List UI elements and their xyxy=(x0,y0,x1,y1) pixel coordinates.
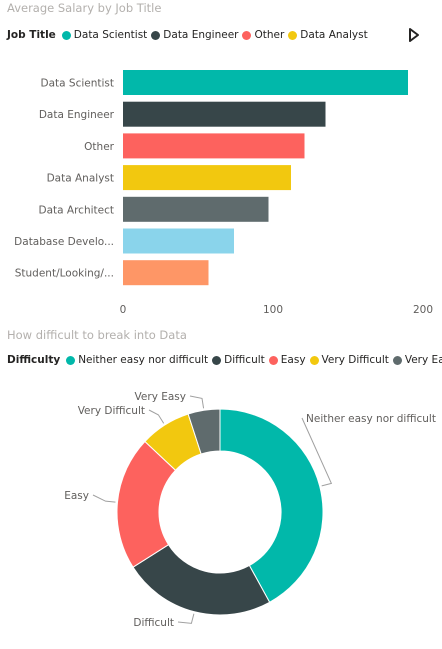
x-tick-label: 200 xyxy=(413,304,433,316)
leader-line xyxy=(189,395,205,409)
bar[interactable] xyxy=(123,196,269,222)
bar[interactable] xyxy=(123,260,209,286)
bar-legend-title: Job Title xyxy=(7,29,56,41)
legend-label: Neither easy nor difficult xyxy=(78,354,209,366)
legend-dot-icon xyxy=(212,355,222,365)
legend-label: Data Engineer xyxy=(163,29,239,41)
donut-legend-item[interactable]: Easy xyxy=(268,354,306,366)
play-axis-icon[interactable] xyxy=(408,27,420,43)
legend-dot-icon xyxy=(288,30,298,40)
slice-label: Very Easy xyxy=(135,391,186,403)
donut-legend-item[interactable]: Very Difficult xyxy=(309,354,389,366)
leader-line xyxy=(301,417,333,487)
donut-slice[interactable] xyxy=(187,408,221,455)
donut-legend-item[interactable]: Difficult xyxy=(212,354,265,366)
category-label: Data Scientist xyxy=(41,78,115,90)
bar[interactable] xyxy=(123,133,305,159)
legend-dot-icon xyxy=(242,30,252,40)
slice-label: Easy xyxy=(64,490,89,502)
legend-label: Data Analyst xyxy=(300,29,368,41)
legend-dot-icon xyxy=(392,355,402,365)
x-tick-label: 0 xyxy=(120,304,127,316)
legend-label: Very Difficult xyxy=(321,354,389,366)
bar-chart-visual: Average Salary by Job Title Job Title Da… xyxy=(7,1,433,316)
donut-slice[interactable] xyxy=(219,408,324,603)
slice-label: Very Difficult xyxy=(78,405,145,417)
donut-chart-legend: Difficulty Neither easy nor difficult Dif… xyxy=(7,354,442,366)
donut-chart-visual: How difficult to break into Data Difficu… xyxy=(0,325,442,649)
donut-legend-item[interactable]: Neither easy nor difficult xyxy=(66,354,208,366)
x-tick-label: 100 xyxy=(263,304,283,316)
slice-label: Difficult xyxy=(133,617,174,629)
category-label: Data Engineer xyxy=(39,109,115,121)
leader-line xyxy=(177,613,195,624)
donut-legend-title: Difficulty xyxy=(7,354,61,366)
category-label: Student/Looking/... xyxy=(15,268,114,280)
slice-label: Neither easy nor difficult xyxy=(306,413,436,425)
legend-dot-icon xyxy=(151,30,161,40)
legend-label: Very Easy xyxy=(404,354,442,366)
donut-legend-item[interactable]: Very Easy xyxy=(392,354,442,366)
category-label: Database Develo... xyxy=(14,236,114,248)
donut-chart-plot: Neither easy nor difficult Difficult Easy V… xyxy=(64,391,436,629)
bar-legend-item[interactable]: Data Engineer xyxy=(151,29,238,41)
bar-chart-plot: Data Scientist Data Engineer Other Data Ana… xyxy=(14,70,433,316)
donut-slice[interactable] xyxy=(132,543,271,616)
legend-dot-icon xyxy=(61,30,71,40)
legend-label: Difficult xyxy=(224,354,265,366)
bar[interactable] xyxy=(123,70,408,95)
bar-legend-item[interactable]: Other xyxy=(242,29,284,41)
category-label: Data Analyst xyxy=(47,173,114,185)
bar-chart-title: Average Salary by Job Title xyxy=(7,1,162,15)
legend-dot-icon xyxy=(309,355,319,365)
category-label: Other xyxy=(84,141,114,153)
bar-legend-item[interactable]: Data Analyst xyxy=(288,29,368,41)
bar-legend-item[interactable]: Data Scientist xyxy=(61,29,148,41)
bar[interactable] xyxy=(123,165,291,191)
donut-chart-title: How difficult to break into Data xyxy=(7,328,187,342)
bar-chart-legend: Job Title Data Scientist Data Engineer Oth… xyxy=(7,29,372,41)
legend-dot-icon xyxy=(66,355,76,365)
legend-label: Easy xyxy=(280,354,306,366)
bar[interactable] xyxy=(123,101,326,127)
legend-label: Data Scientist xyxy=(73,29,148,41)
bar[interactable] xyxy=(123,228,234,254)
leader-line xyxy=(92,494,116,503)
legend-dot-icon xyxy=(268,355,278,365)
category-label: Data Architect xyxy=(39,204,115,216)
leader-line xyxy=(148,409,165,424)
legend-label: Other xyxy=(254,29,285,41)
